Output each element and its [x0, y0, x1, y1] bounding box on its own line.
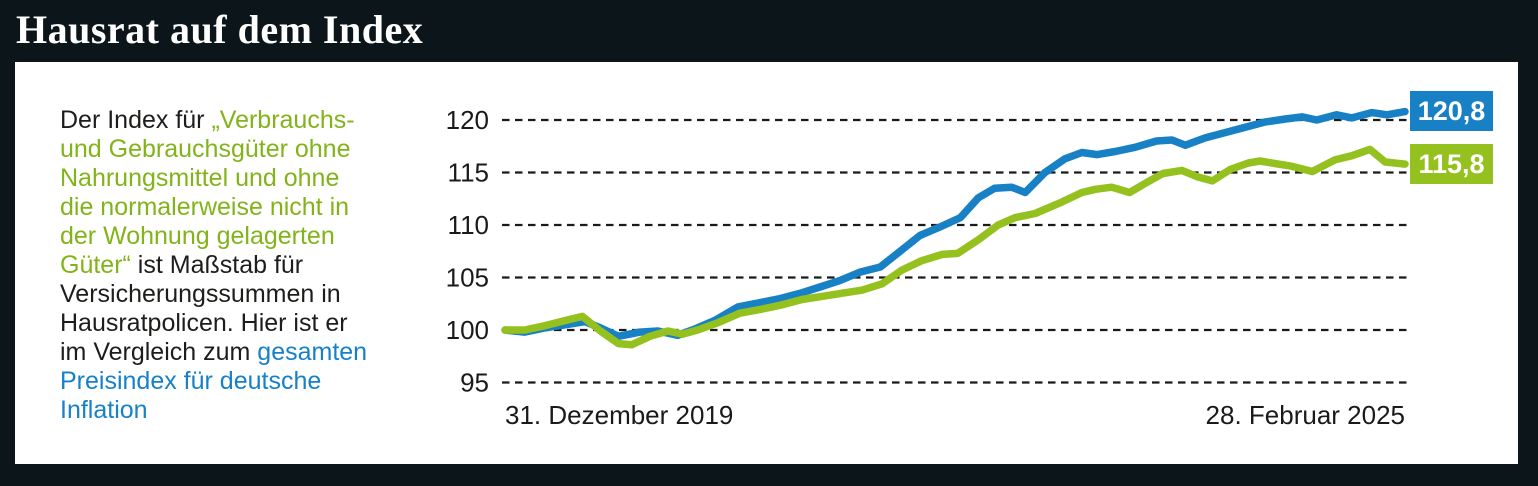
description-line: Güter“ ist Maßstab für	[60, 251, 400, 280]
value-badge-green: 115,8	[1410, 144, 1493, 184]
description-line: Der Index für „Verbrauchs-	[60, 106, 400, 135]
y-tick-label: 120	[446, 105, 489, 135]
value-badge-blue: 120,8	[1410, 91, 1493, 131]
description: Der Index für „Verbrauchs-und Gebrauchsg…	[60, 106, 400, 425]
series-line-hausrat-green	[501, 145, 1409, 349]
description-line: Versicherungssummen in	[60, 280, 400, 309]
y-tick-label: 100	[446, 315, 489, 345]
description-line: die normalerweise nicht in	[60, 193, 400, 222]
description-line: Nahrungsmittel und ohne	[60, 164, 400, 193]
description-segment: Der Index für	[60, 106, 212, 134]
description-segment: Güter“	[60, 251, 131, 279]
description-segment: im Vergleich zum	[60, 338, 258, 366]
description-line: im Vergleich zum gesamten	[60, 338, 400, 367]
x-axis-start-label: 31. Dezember 2019	[505, 400, 734, 430]
description-line: und Gebrauchsgüter ohne	[60, 135, 400, 164]
description-line: Preisindex für deutsche	[60, 367, 400, 396]
description-line: Hausratpolicen. Hier ist er	[60, 309, 400, 338]
description-line: Inflation	[60, 396, 400, 425]
description-segment: ist Maßstab für	[130, 251, 304, 279]
description-segment: Versicherungssummen in	[60, 280, 341, 308]
y-tick-label: 105	[446, 263, 489, 293]
description-segment: Hausratpolicen. Hier ist er	[60, 309, 348, 337]
description-segment: der Wohnung gelagerten	[60, 222, 335, 250]
value-badge-green-label: 115,8	[1418, 148, 1485, 179]
description-segment: die normalerweise nicht in	[60, 193, 350, 221]
description-segment: Nahrungsmittel und ohne	[60, 164, 340, 192]
description-segment: Preisindex für deutsche	[60, 367, 322, 395]
chart-panel: Der Index für „Verbrauchs-und Gebrauchsg…	[15, 62, 1518, 464]
chart-svg: 120 115 110 105 100 95	[446, 105, 1409, 398]
y-tick-label: 110	[448, 210, 489, 240]
value-badge-blue-label: 120,8	[1417, 95, 1486, 126]
x-axis-end-label: 28. Februar 2025	[1205, 400, 1405, 430]
description-segment: und Gebrauchsgüter ohne	[60, 135, 351, 163]
description-segment: „Verbrauchs-	[211, 106, 355, 134]
page-title: Hausrat auf dem Index	[16, 7, 424, 52]
y-tick-label: 95	[460, 368, 489, 398]
y-tick-label: 115	[448, 158, 489, 188]
description-line: der Wohnung gelagerten	[60, 222, 400, 251]
description-segment: gesamten	[257, 338, 368, 366]
description-segment: Inflation	[60, 396, 148, 424]
